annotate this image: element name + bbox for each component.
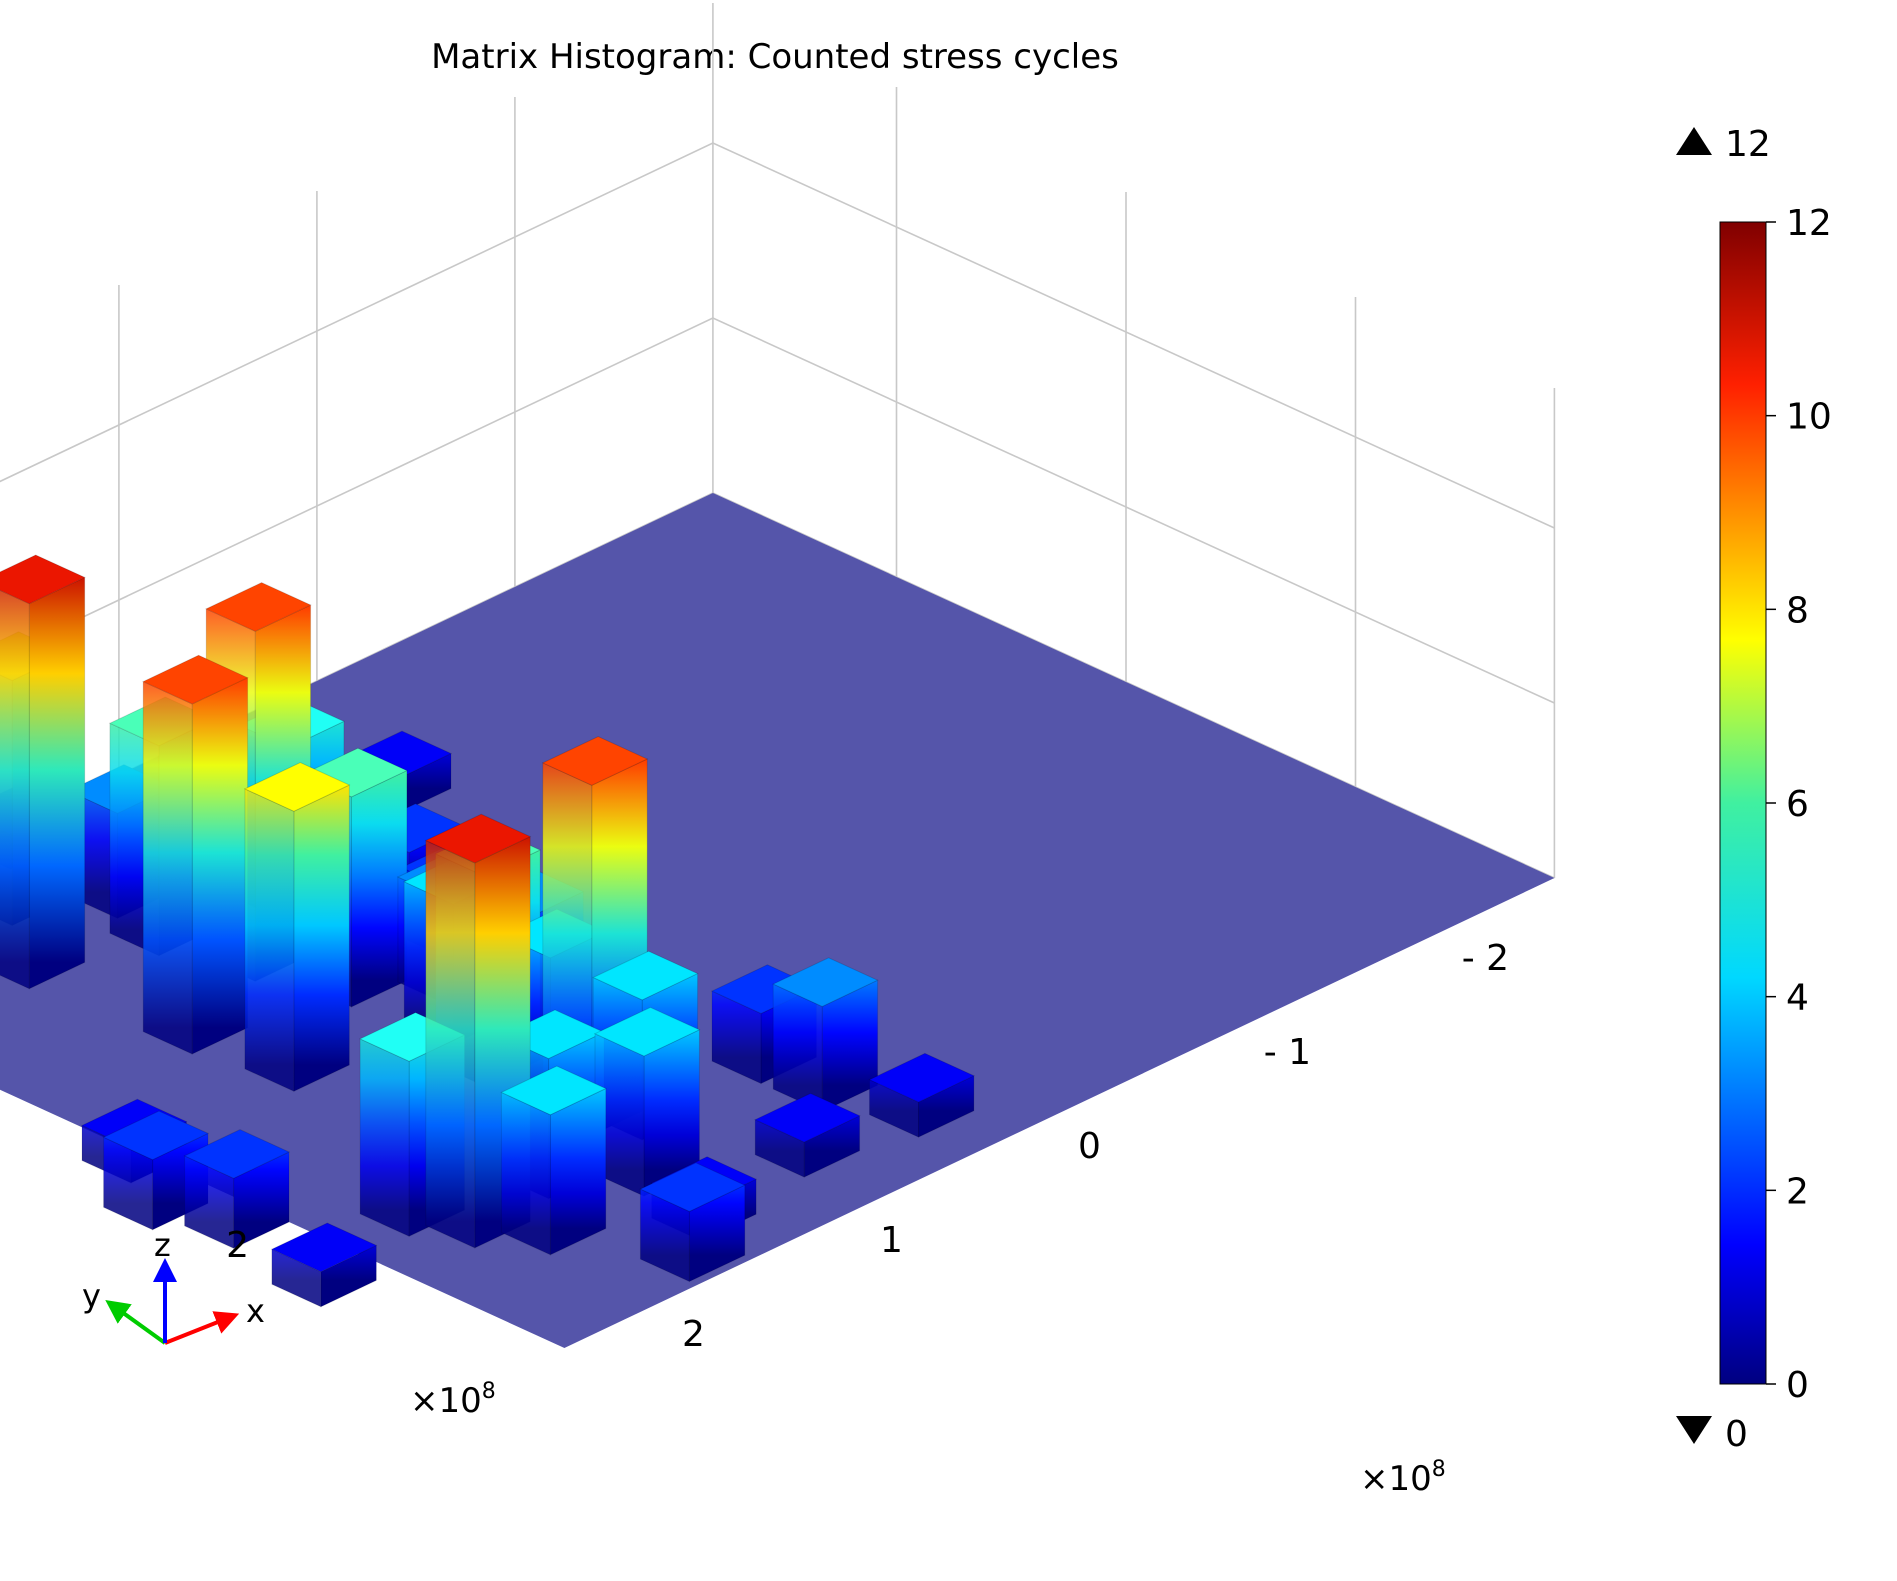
y-axis-multiplier: ×108 bbox=[410, 1379, 496, 1421]
colorbar-tick-label-4: 8 bbox=[1786, 590, 1809, 631]
colorbar-min-label: 0 bbox=[1725, 1414, 1748, 1455]
x-tick-label-0: - 2 bbox=[1462, 938, 1509, 979]
histogram-bars bbox=[0, 554, 976, 1308]
histogram-bar bbox=[270, 1222, 378, 1308]
chart-title: Matrix Histogram: Counted stress cycles bbox=[431, 37, 1119, 77]
colorbar-tick-label-2: 4 bbox=[1786, 978, 1809, 1019]
histogram-bar bbox=[754, 1092, 861, 1178]
histogram-bar bbox=[0, 554, 86, 990]
y-axis-ticks: 2 4 bbox=[226, 1225, 249, 1266]
colorbar-tick-label-1: 2 bbox=[1786, 1171, 1809, 1212]
colorbar-tick-label-5: 10 bbox=[1786, 397, 1832, 438]
x-tick-label-2: 0 bbox=[1078, 1126, 1101, 1167]
triad-y-label: y bbox=[82, 1277, 101, 1315]
x-tick-label-4: 2 bbox=[682, 1314, 705, 1355]
histogram-bar bbox=[868, 1052, 976, 1138]
colorbar-tick-label-6: 12 bbox=[1786, 203, 1832, 244]
x-tick-label-3: 1 bbox=[880, 1220, 903, 1261]
histogram-bar bbox=[183, 1129, 291, 1250]
colorbar-tick-label-0: 0 bbox=[1786, 1365, 1809, 1406]
colorbar-max-triangle bbox=[1676, 127, 1712, 155]
colorbar-gradient bbox=[1719, 221, 1767, 1385]
x-tick-label-1: - 1 bbox=[1264, 1032, 1311, 1073]
colorbar: 0 2 4 6 8 10 12 12 0 bbox=[1676, 124, 1832, 1455]
histogram-bar bbox=[500, 1065, 607, 1256]
x-axis-multiplier: ×108 bbox=[1360, 1457, 1446, 1499]
triad-x-label: x bbox=[246, 1292, 265, 1330]
y-tick-label-0: 2 bbox=[226, 1225, 249, 1266]
colorbar-ticks: 0 2 4 6 8 10 12 bbox=[1766, 203, 1832, 1406]
axis-triad: x y z bbox=[82, 1226, 265, 1345]
colorbar-max-label: 12 bbox=[1725, 124, 1771, 165]
histogram-bar bbox=[639, 1162, 746, 1283]
histogram-bar bbox=[772, 957, 879, 1113]
colorbar-min-triangle bbox=[1676, 1416, 1712, 1444]
colorbar-tick-label-3: 6 bbox=[1786, 784, 1809, 825]
histogram-bar bbox=[142, 654, 249, 1055]
histogram-bar bbox=[593, 1006, 701, 1197]
x-axis-ticks: - 2 - 1 0 1 2 bbox=[682, 938, 1509, 1355]
triad-z-label: z bbox=[154, 1226, 171, 1264]
histogram-bar bbox=[243, 762, 351, 1093]
